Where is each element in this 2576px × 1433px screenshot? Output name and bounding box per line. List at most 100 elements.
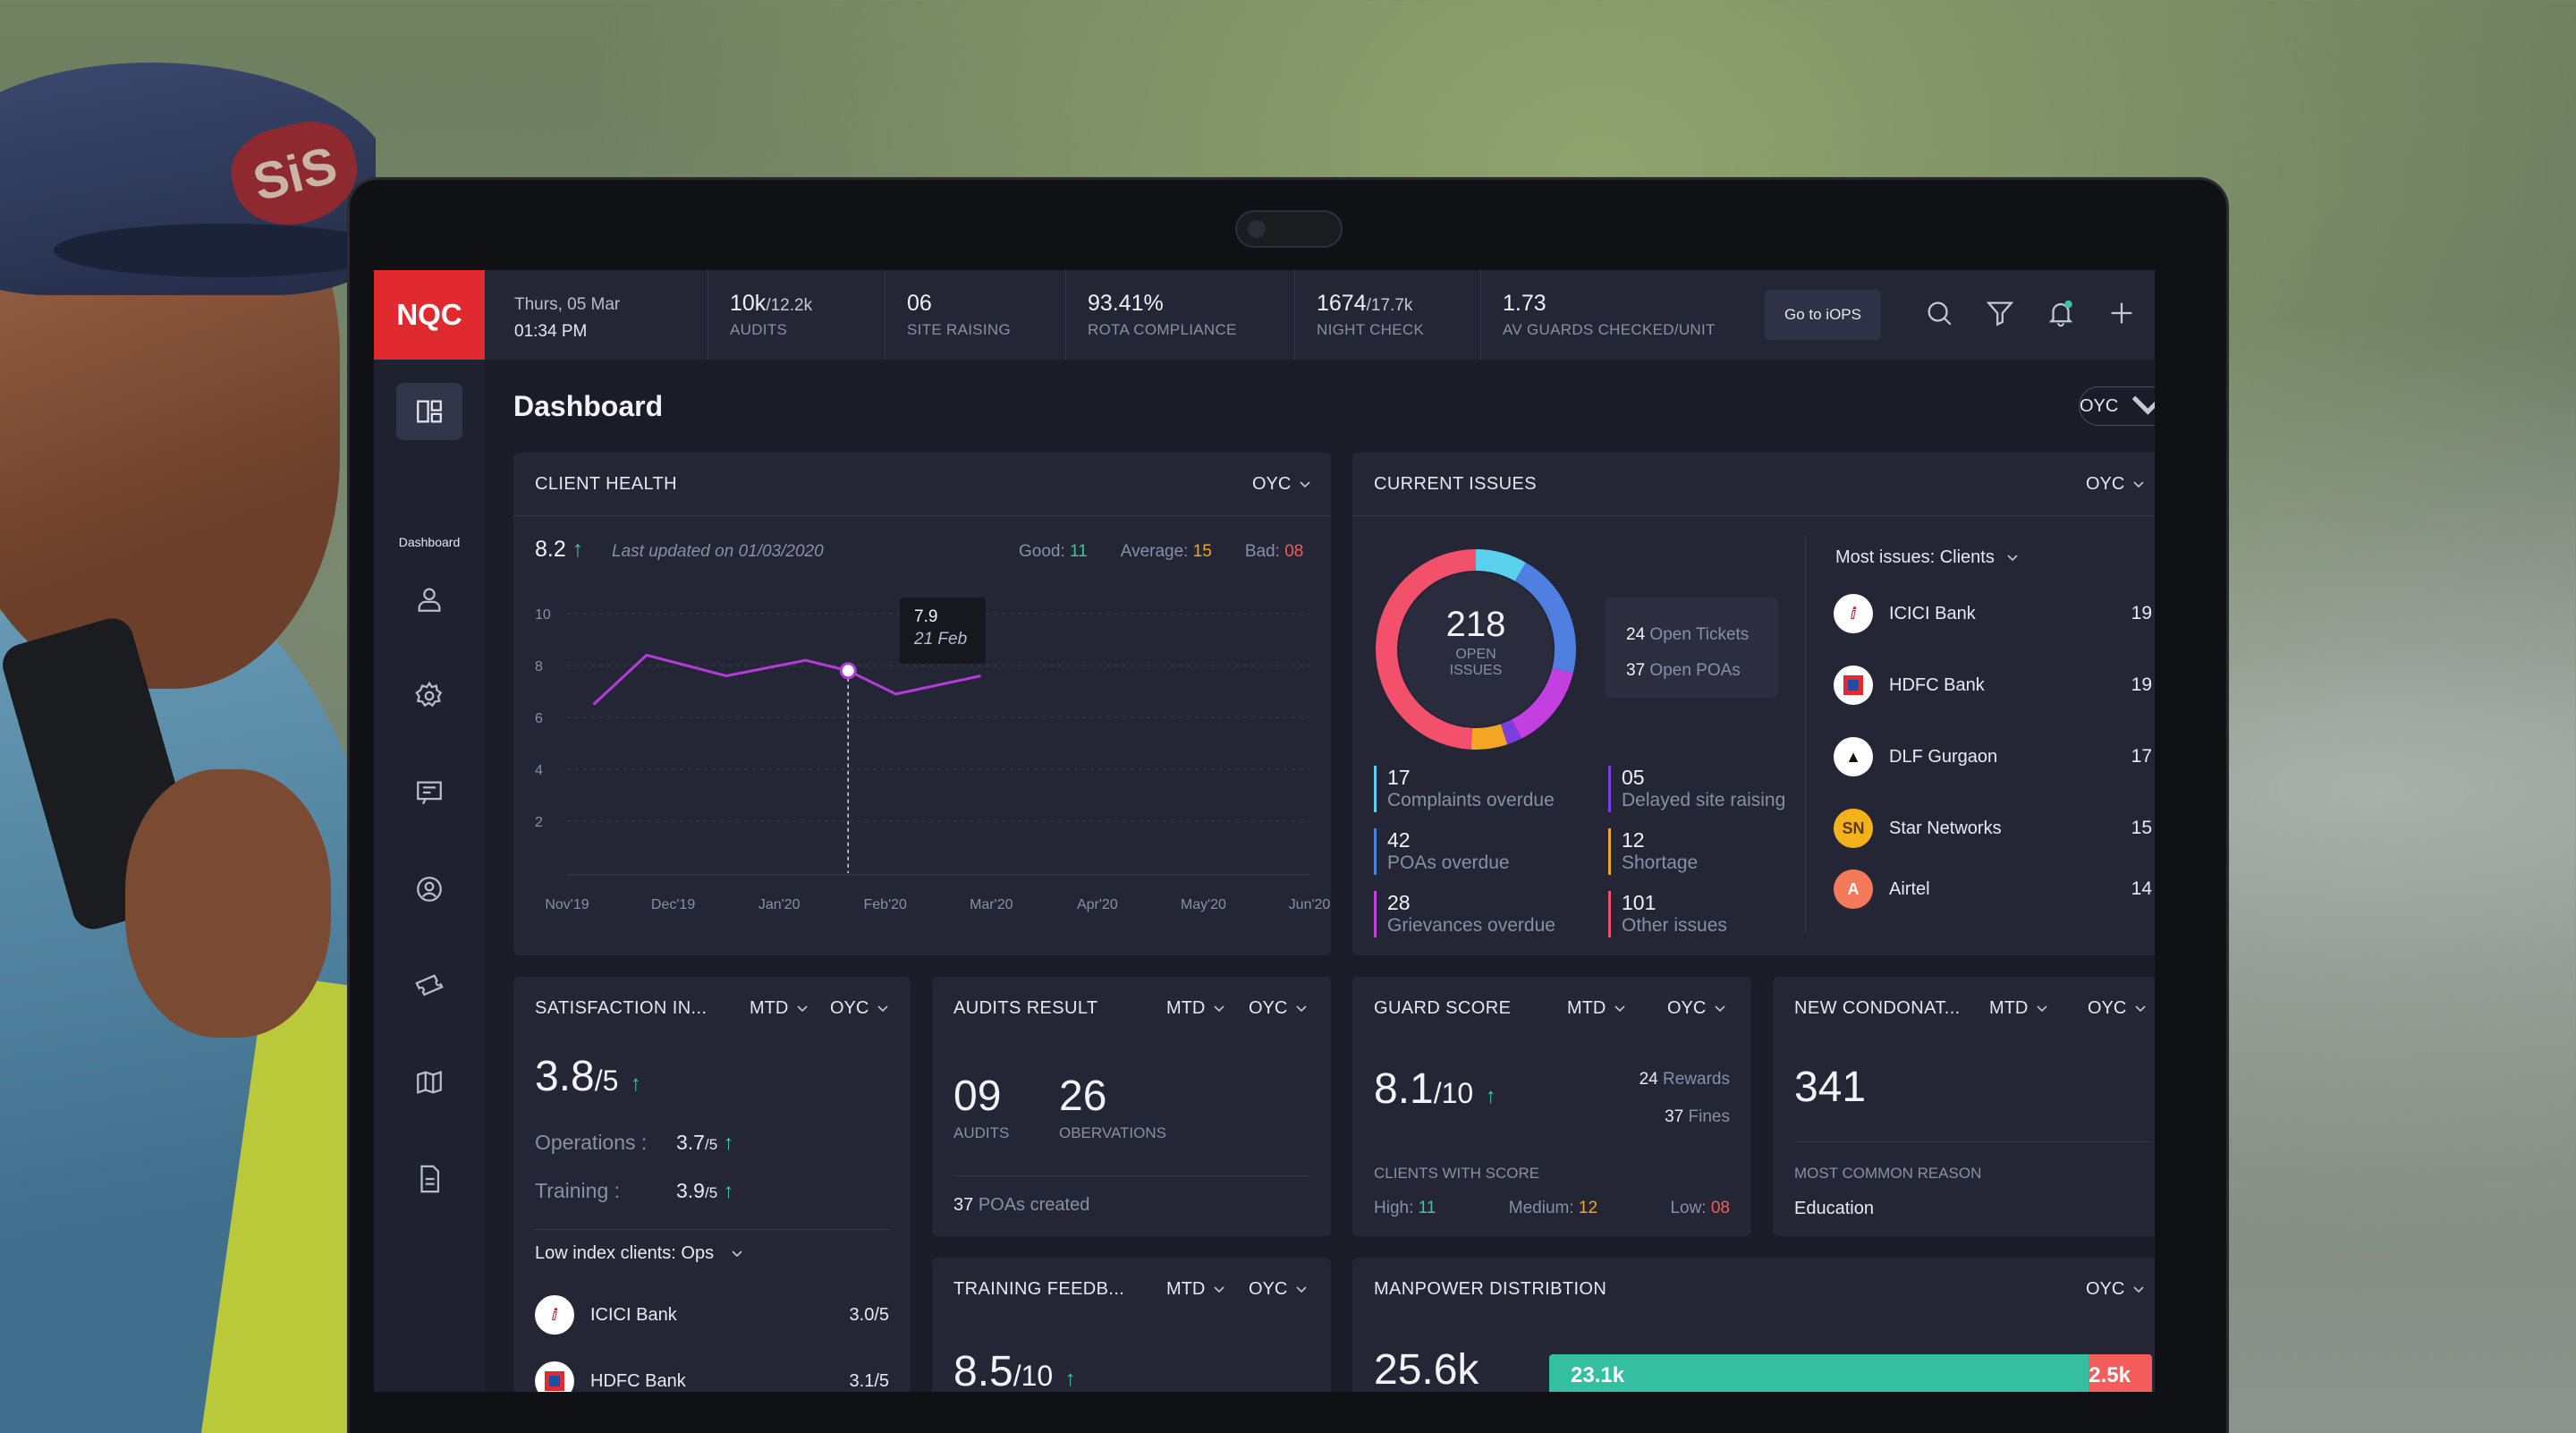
manpower-filter[interactable]: OYC (2086, 1279, 2146, 1300)
hdfc-logo-icon (1834, 666, 1873, 705)
low-index-dropdown[interactable]: Low index clients: Ops (535, 1243, 744, 1264)
rewards-fines: 24 Rewards 37 Fines (1639, 1070, 1730, 1126)
condonation-card: NEW CONDONAT... MTD OYC 341 MOST COMMON … (1773, 977, 2155, 1236)
chevron-down-icon (2135, 1005, 2146, 1012)
issue-shortage[interactable]: 12 Shortage (1608, 828, 1698, 875)
low-index-client-row[interactable]: HDFC Bank 3.1/5 (535, 1361, 889, 1392)
stat-night-check[interactable]: 1674/17.7k NIGHT CHECK (1295, 270, 1481, 360)
training-filter[interactable]: OYC (1249, 1279, 1309, 1300)
filter-icon[interactable] (1985, 298, 2015, 333)
chevron-down-icon (2132, 395, 2155, 415)
chevron-down-icon (1214, 1005, 1224, 1012)
reason-label: MOST COMMON REASON (1794, 1165, 1982, 1182)
x-tick-label: Apr'20 (1077, 897, 1118, 912)
chevron-down-icon (1214, 1285, 1224, 1293)
training-period-filter[interactable]: MTD (1166, 1279, 1226, 1300)
observations-count: 26 OBERVATIONS (1059, 1073, 1166, 1141)
sidebar-item-settings[interactable] (396, 667, 462, 725)
current-issues-filter[interactable]: OYC (2086, 474, 2146, 495)
x-tick-label: Jan'20 (758, 897, 801, 912)
brand-logo[interactable]: NQC (374, 270, 485, 360)
sidebar-item-messages[interactable] (396, 764, 462, 821)
client-health-filter[interactable]: OYC (1252, 474, 1312, 495)
condonation-period-filter[interactable]: MTD (1989, 998, 2049, 1019)
issue-grievances[interactable]: 28 Grievances overdue (1374, 891, 1555, 937)
client-health-line-chart[interactable]: 2 4 6 8 10 Nov'19 Dec'19 Jan'20 Feb'20 Mar'20 Apr'… (513, 587, 1331, 945)
client-row[interactable]: HDFC Bank 19 (1834, 666, 2152, 705)
stat-rota-compliance[interactable]: 93.41% ROTA COMPLIANCE (1066, 270, 1295, 360)
donut-slice (1376, 549, 1576, 750)
chevron-down-icon (797, 1005, 808, 1012)
client-row[interactable]: A Airtel 14 (1834, 869, 2152, 909)
health-breakdown: Good: 11 Average: 15 Bad: 08 (1019, 542, 1304, 561)
satisfaction-filter[interactable]: OYC (830, 998, 890, 1019)
map-icon (417, 1071, 442, 1094)
sidebar-item-guards[interactable] (396, 861, 462, 918)
client-row[interactable]: ▲ DLF Gurgaon 17 (1834, 737, 2152, 776)
manpower-bar[interactable]: 23.1k 2.5k (1549, 1354, 2152, 1392)
y-tick-label: 10 (535, 607, 551, 623)
go-to-iops-button[interactable]: Go to iOPS (1765, 290, 1881, 340)
open-tickets-box[interactable]: 24 Open Tickets 37 Open POAs (1605, 598, 1778, 698)
chevron-down-icon (732, 1250, 742, 1257)
training-score: 8.5/10 ↑ (953, 1348, 1076, 1392)
chevron-down-icon (2037, 1005, 2047, 1012)
icici-logo-icon: ⅈ (535, 1295, 574, 1335)
sidebar-item-users[interactable] (396, 571, 462, 628)
chevron-down-icon (2133, 1285, 2144, 1293)
audits-period-filter[interactable]: MTD (1166, 998, 1226, 1019)
star-networks-avatar: SN (1834, 809, 1873, 848)
stat-site-raising[interactable]: 06 SITE RAISING (886, 270, 1066, 360)
page-filter-dropdown[interactable]: OYC (2079, 386, 2155, 426)
y-tick-label: 2 (535, 815, 543, 830)
card-title: GUARD SCORE (1374, 998, 1512, 1018)
x-tick-label: Nov'19 (545, 897, 589, 912)
client-row[interactable]: ⅈ ICICI Bank 19 (1834, 594, 2152, 633)
sidebar-item-documents[interactable] (396, 1150, 462, 1208)
most-issues-dropdown[interactable]: Most issues: Clients (1835, 547, 2020, 568)
guard-filter[interactable]: OYC (1667, 998, 1727, 1019)
add-icon[interactable] (2106, 298, 2137, 333)
donut-center: 218 OPEN ISSUES (1445, 605, 1506, 678)
manpower-segment-a: 23.1k (1549, 1354, 2089, 1392)
issues-donut-chart[interactable] (1368, 542, 1583, 757)
issue-complaints[interactable]: 17 Complaints overdue (1374, 766, 1555, 812)
y-tick-label: 8 (535, 659, 543, 674)
search-icon[interactable] (1924, 298, 1954, 333)
audits-filter[interactable]: OYC (1249, 998, 1309, 1019)
condonation-filter[interactable]: OYC (2088, 998, 2148, 1019)
y-tick-label: 6 (535, 711, 543, 726)
dashboard-screen: NQC Thurs, 05 Mar 01:34 PM 10k/12.2k AUD… (374, 270, 2155, 1392)
guard-period-filter[interactable]: MTD (1567, 998, 1627, 1019)
chevron-down-icon (1296, 1285, 1307, 1293)
satisfaction-card: SATISFACTION IN... MTD OYC 3.8/5 ↑ Opera… (513, 977, 911, 1392)
webcam (1235, 210, 1343, 248)
notification-bell-icon[interactable] (2046, 298, 2076, 333)
card-title: TRAINING FEEDB... (953, 1279, 1125, 1299)
training-feedback-card: TRAINING FEEDB... MTD OYC 8.5/10 ↑ (932, 1258, 1331, 1392)
issue-delayed-site[interactable]: 05 Delayed site raising (1608, 766, 1785, 812)
x-tick-label: May'20 (1181, 897, 1226, 912)
y-tick-label: 4 (535, 763, 543, 778)
guard-badge-icon (417, 877, 442, 902)
chevron-down-icon (877, 1005, 888, 1012)
sidebar: Dashboard (374, 360, 485, 1392)
clients-with-score-label: CLIENTS WITH SCORE (1374, 1165, 1540, 1182)
chevron-down-icon (1296, 1005, 1307, 1012)
sidebar-item-map[interactable] (396, 1054, 462, 1111)
chevron-down-icon (1715, 1005, 1725, 1012)
low-index-client-row[interactable]: ⅈ ICICI Bank 3.0/5 (535, 1295, 889, 1335)
sidebar-item-tickets[interactable] (396, 957, 462, 1014)
x-tick-label: Feb'20 (864, 897, 908, 912)
manpower-card: MANPOWER DISTRIBTION OYC 25.6k 23.1k 2.5… (1352, 1258, 2155, 1392)
satisfaction-period-filter[interactable]: MTD (750, 998, 809, 1019)
stat-audits[interactable]: 10k/12.2k AUDITS (708, 270, 886, 360)
sidebar-item-dashboard[interactable] (396, 383, 462, 440)
issue-poas-overdue[interactable]: 42 POAs overdue (1374, 828, 1510, 875)
card-title: AUDITS RESULT (953, 998, 1098, 1018)
card-title: SATISFACTION IN... (535, 998, 708, 1018)
stat-av-guards[interactable]: 1.73 AV GUARDS CHECKED/UNIT (1503, 291, 1716, 338)
client-row[interactable]: SN Star Networks 15 (1834, 809, 2152, 848)
issue-other[interactable]: 101 Other issues (1608, 891, 1727, 937)
common-reason: Education (1794, 1199, 1874, 1218)
